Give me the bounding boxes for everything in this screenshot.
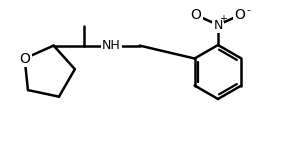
Text: -: - <box>246 5 250 15</box>
Text: O: O <box>190 8 201 22</box>
Text: NH: NH <box>102 39 121 52</box>
Text: O: O <box>19 51 30 65</box>
Text: O: O <box>235 8 245 22</box>
Text: N: N <box>213 18 223 32</box>
Text: +: + <box>219 14 227 24</box>
